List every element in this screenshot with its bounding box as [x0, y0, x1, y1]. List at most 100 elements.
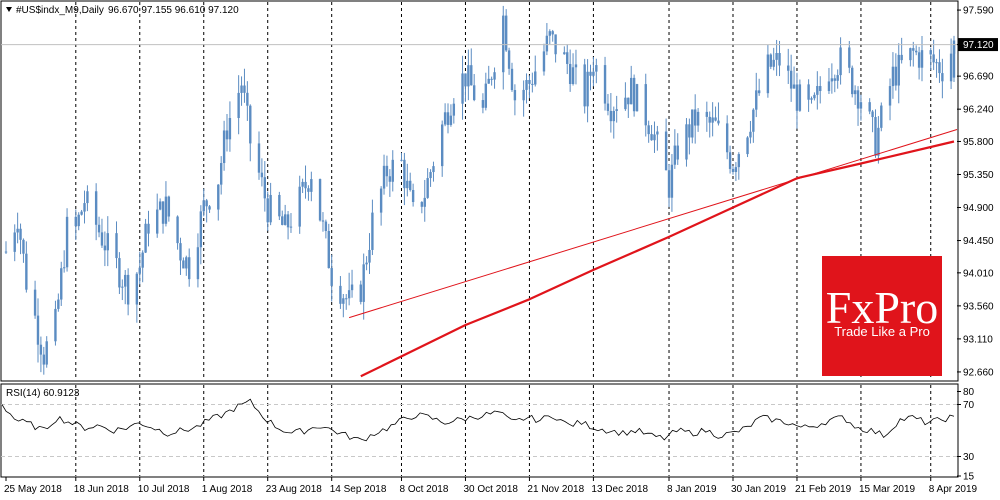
candle-body — [60, 268, 63, 300]
candle-body — [318, 179, 322, 221]
candle-body — [385, 165, 389, 177]
candle-body — [324, 221, 328, 231]
candle-body — [848, 47, 851, 68]
candle-body — [685, 124, 688, 160]
candle-body — [347, 290, 351, 299]
candle-body — [362, 264, 365, 302]
candle-body — [615, 109, 618, 111]
candle-body — [240, 85, 243, 93]
candle-body — [673, 145, 677, 165]
candle-body — [667, 170, 671, 198]
candle-body — [164, 196, 168, 224]
chart-overlays — [348, 129, 958, 378]
candle-body — [199, 211, 203, 248]
candle-body — [653, 134, 656, 141]
candle-body — [228, 118, 232, 140]
candle-body — [574, 64, 578, 68]
candle-body — [813, 94, 816, 99]
candle-body — [493, 72, 496, 80]
candle-body — [388, 176, 392, 182]
candle-body — [62, 267, 66, 269]
candle-body — [423, 197, 426, 207]
candle-body — [342, 298, 345, 304]
price-tick-label: 97.590 — [963, 6, 994, 17]
candle-body — [510, 68, 514, 91]
candle-body — [45, 341, 48, 365]
candle-body — [566, 52, 569, 64]
candle-body — [237, 92, 240, 119]
candle-body — [147, 223, 150, 234]
candle-body — [586, 71, 589, 107]
candle-body — [257, 143, 261, 173]
candle-body — [920, 50, 924, 68]
candle-body — [74, 216, 77, 227]
candle-body — [725, 123, 729, 153]
candle-body — [583, 64, 586, 107]
candle-body — [731, 168, 735, 172]
candle-body — [929, 50, 932, 55]
candle-body — [894, 66, 898, 86]
candle-body — [304, 181, 307, 189]
candle-body — [490, 78, 493, 80]
fxpro-logo: FxPro Trade Like a Pro — [822, 256, 942, 376]
candle-body — [696, 111, 700, 126]
rsi-axis: 80 70 30 15 — [957, 387, 975, 483]
candle-body — [481, 100, 485, 108]
time-tick-label: 21 Nov 2018 — [527, 484, 584, 495]
main-panel-frame — [0, 0, 959, 382]
candle-body — [246, 92, 249, 106]
candle-body — [42, 354, 46, 365]
time-tick-label: 18 Jun 2018 — [74, 484, 129, 495]
candle-body — [917, 52, 921, 68]
candle-body — [286, 214, 290, 228]
collapse-triangle-icon[interactable] — [6, 7, 12, 12]
candle-body — [734, 167, 738, 172]
candle-body — [851, 67, 854, 95]
candle-body — [205, 200, 208, 207]
candle-body — [260, 172, 264, 178]
candle-body — [487, 78, 490, 84]
candle-body — [711, 117, 714, 123]
candle-body — [426, 178, 429, 198]
rsi-tick-label: 80 — [963, 387, 975, 398]
candle-body — [836, 75, 839, 81]
candle-body — [757, 90, 761, 94]
price-tick-label: 95.350 — [963, 170, 994, 181]
price-tick-label: 94.900 — [963, 203, 994, 214]
support-trendline — [348, 129, 958, 319]
candle-body — [39, 344, 43, 355]
candle-body — [345, 298, 348, 300]
candle-body — [420, 202, 424, 207]
candle-body — [705, 111, 709, 117]
candle-body — [670, 164, 674, 198]
candle-body — [22, 239, 25, 254]
last-price-box — [958, 38, 998, 52]
candle-body — [909, 48, 912, 61]
candle-body — [688, 124, 691, 138]
rsi-series-line — [1, 398, 955, 442]
candle-body — [935, 62, 938, 64]
candle-body — [16, 228, 19, 233]
candle-body — [656, 131, 659, 135]
time-tick-label: 25 May 2018 — [4, 484, 62, 495]
candle-body — [298, 186, 301, 227]
candle-body — [502, 15, 505, 73]
candle-body — [528, 79, 531, 84]
candle-body — [507, 50, 511, 69]
candle-body — [693, 109, 697, 126]
candle-body — [816, 86, 819, 95]
candle-body — [36, 315, 40, 345]
candle-body — [94, 191, 98, 225]
candle-body — [278, 194, 281, 217]
candle-body — [33, 289, 37, 316]
candle-body — [484, 83, 488, 108]
candle-body — [888, 86, 892, 106]
candle-body — [19, 228, 22, 240]
price-tick-label: 93.110 — [963, 334, 993, 345]
candle-body — [185, 257, 188, 269]
candle-body — [568, 63, 572, 85]
rsi-title: RSI(14) 60.9123 — [6, 388, 80, 399]
candle-body — [121, 286, 124, 288]
candle-body — [243, 85, 246, 93]
